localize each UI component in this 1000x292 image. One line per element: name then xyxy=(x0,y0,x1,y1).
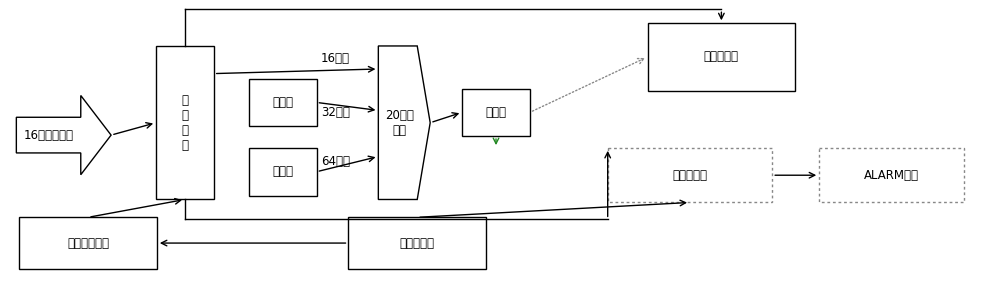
Bar xyxy=(249,148,317,196)
Bar xyxy=(648,23,795,91)
Polygon shape xyxy=(16,95,111,175)
Text: 数据比较器: 数据比较器 xyxy=(672,169,707,182)
Bar xyxy=(19,217,157,269)
Text: 移两位: 移两位 xyxy=(272,165,293,178)
Text: 通道模式选择: 通道模式选择 xyxy=(67,237,109,250)
Bar xyxy=(249,79,317,126)
Bar xyxy=(156,46,214,199)
Bar xyxy=(348,217,486,269)
Bar xyxy=(462,88,530,136)
Text: 移一位: 移一位 xyxy=(272,96,293,109)
Bar xyxy=(608,148,772,202)
Text: 16平均: 16平均 xyxy=(321,52,350,65)
Bar xyxy=(819,148,964,202)
Text: 控制寄存器: 控制寄存器 xyxy=(400,237,435,250)
Text: 64平均: 64平均 xyxy=(321,155,350,168)
Polygon shape xyxy=(378,46,430,199)
Text: 状态寄存器: 状态寄存器 xyxy=(704,50,739,63)
Text: ALARM输出: ALARM输出 xyxy=(864,169,919,182)
Text: 16位数据输入: 16位数据输入 xyxy=(24,128,74,142)
Text: 20位累
加器: 20位累 加器 xyxy=(385,109,414,137)
Text: 移四位: 移四位 xyxy=(486,106,507,119)
Text: 32平均: 32平均 xyxy=(321,106,350,119)
Text: 通
道
选
择: 通 道 选 择 xyxy=(181,94,188,152)
